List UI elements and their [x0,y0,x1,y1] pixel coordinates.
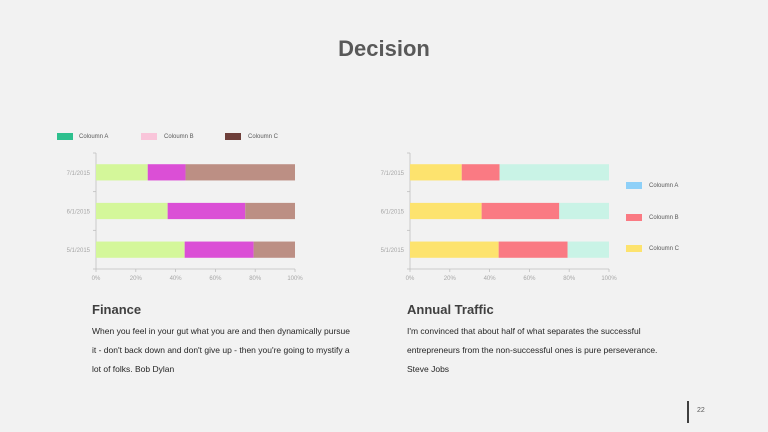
page-number-divider [687,401,689,423]
bar-coloumn-a-6-1-2015 [96,202,168,220]
page-number: 22 [697,407,705,414]
traffic-title: Annual Traffic [407,302,494,317]
category-label: 6/1/2015 [67,210,91,216]
bar-coloumn-b-5-1-2015 [184,241,254,258]
bar-coloumn-c-6-1-2015 [245,202,295,220]
legend-swatch-a [626,182,642,189]
finance-text: When you feel in your gut what you are a… [92,326,350,374]
legend-swatch-c [225,133,241,140]
bar-coloumn-a-5-1-2015 [96,241,185,258]
bar-coloumn-b-7-1-2015 [147,164,186,181]
x-tick-label: 0% [92,276,101,282]
legend-swatch-a [57,133,73,140]
x-tick-label: 20% [444,276,457,282]
bar-coloumn-a-7-1-2015 [96,164,148,181]
x-tick-label: 100% [601,276,617,282]
x-tick-label: 80% [249,276,262,282]
bar-coloumn-c-7-1-2015 [410,164,462,181]
bar-coloumn-b-7-1-2015 [461,164,500,181]
x-tick-label: 100% [287,276,303,282]
legend-swatch-b [626,214,642,221]
legend-label-a: Coloumn A [79,133,109,140]
x-tick-label: 40% [170,276,183,282]
slide-title: Decision [338,36,430,61]
legend-label-b: Coloumn B [164,133,194,140]
x-tick-label: 80% [563,276,576,282]
x-tick-label: 0% [406,276,415,282]
legend-label-a: Coloumn A [649,182,679,189]
finance-chart: 7/1/2015 6/1/2015 5/1/2015 0% 20% 40% 60% 80% 10… [67,152,303,282]
bar-coloumn-b-6-1-2015 [167,202,246,220]
bar-coloumn-a-5-1-2015 [567,241,609,258]
legend-label-c: Coloumn C [649,245,680,252]
legend-swatch-c [626,245,642,252]
legend-label-b: Coloumn B [649,214,679,221]
category-label: 7/1/2015 [381,171,405,177]
bar-coloumn-b-6-1-2015 [481,202,560,220]
x-tick-label: 60% [209,276,222,282]
traffic-chart: 7/1/2015 6/1/2015 5/1/2015 0% 20% 40% 60% 80% 10… [381,152,617,282]
bar-coloumn-c-5-1-2015 [253,241,295,258]
traffic-text: I'm convinced that about half of what se… [407,326,658,374]
category-label: 5/1/2015 [381,248,405,254]
finance-title: Finance [92,302,142,317]
bar-coloumn-a-6-1-2015 [559,202,609,220]
legend-label-c: Coloumn C [248,133,279,140]
bar-coloumn-c-7-1-2015 [185,164,295,181]
x-tick-label: 20% [130,276,143,282]
x-tick-label: 60% [523,276,536,282]
bar-coloumn-c-6-1-2015 [410,202,482,220]
bar-coloumn-b-5-1-2015 [498,241,568,258]
category-label: 7/1/2015 [67,171,91,177]
category-label: 6/1/2015 [381,210,405,216]
category-label: 5/1/2015 [67,248,91,254]
legend-swatch-b [141,133,157,140]
bar-coloumn-a-7-1-2015 [499,164,609,181]
bar-coloumn-c-5-1-2015 [410,241,499,258]
x-tick-label: 40% [484,276,497,282]
